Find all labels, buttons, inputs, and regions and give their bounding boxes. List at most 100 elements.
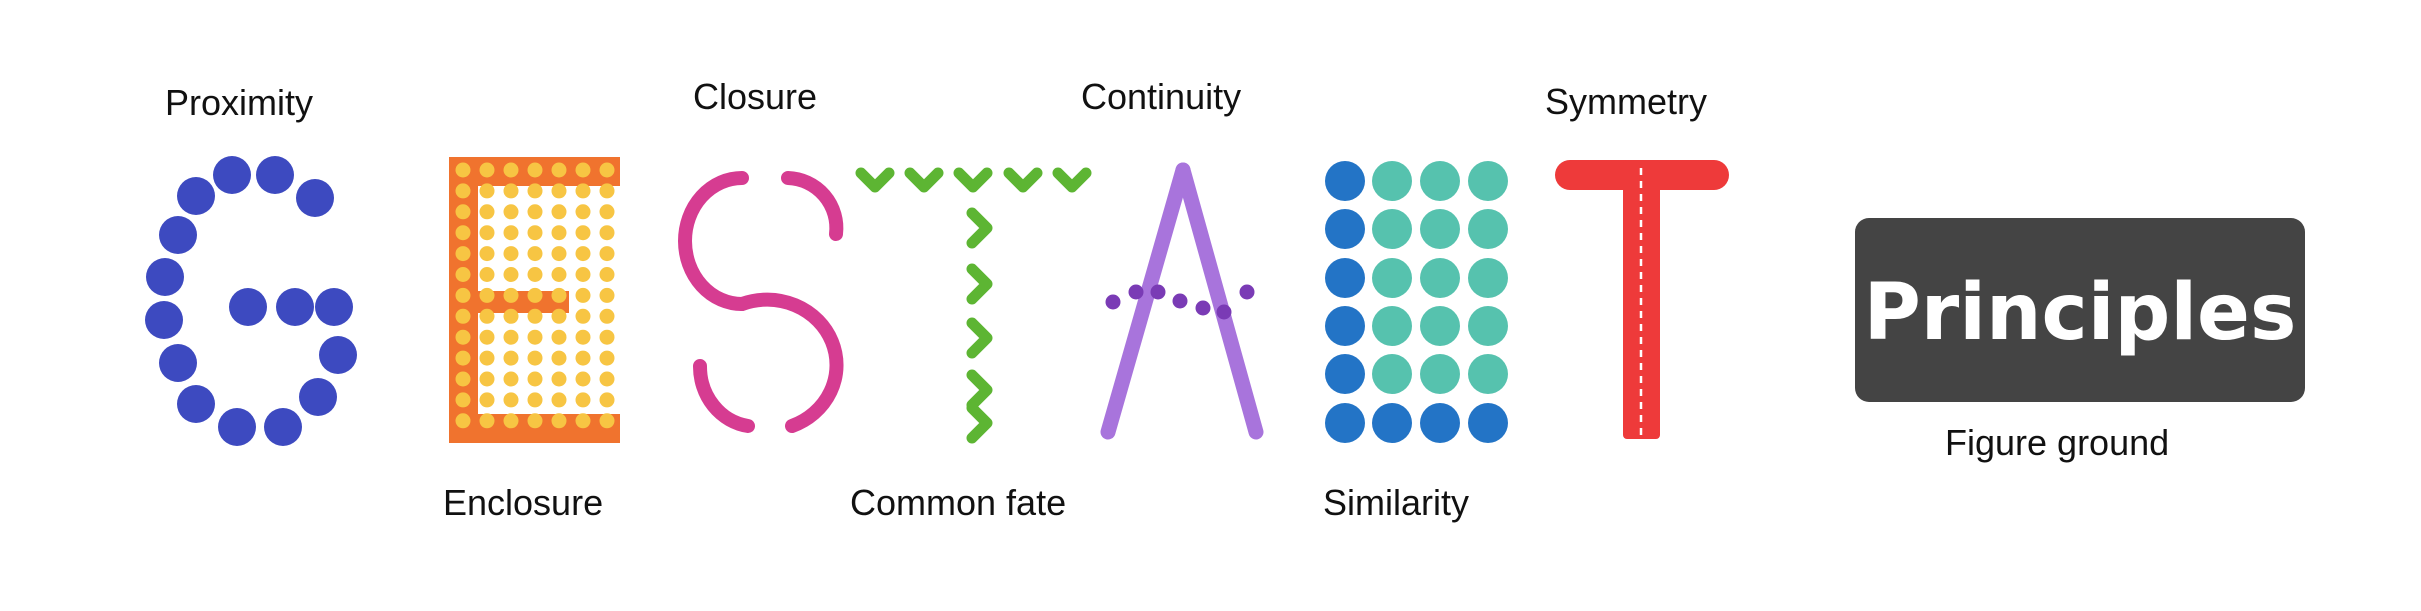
continuity-dot (1195, 300, 1211, 316)
similarity-dot-blue (1325, 258, 1365, 298)
enclosure-dot (551, 162, 567, 178)
enclosure-dot (575, 246, 591, 262)
enclosure-dot (575, 392, 591, 408)
enclosure-dot (575, 329, 591, 345)
similarity-dot-teal (1420, 161, 1460, 201)
enclosure-dot (455, 287, 471, 303)
common-fate-chevron-down (904, 167, 944, 193)
enclosure-dot (551, 183, 567, 199)
letter-s-closure (678, 171, 844, 433)
common-fate-chevron-right (966, 263, 993, 305)
enclosure-dot (455, 267, 471, 282)
letter-a-continuity (1100, 162, 1264, 440)
enclosure-dot (599, 371, 615, 387)
enclosure-dot (599, 225, 615, 241)
enclosure-dot (503, 329, 519, 345)
enclosure-dot (575, 371, 591, 387)
enclosure-dot (503, 204, 519, 220)
common-fate-chevron-down (1052, 167, 1092, 193)
similarity-dot-teal (1372, 306, 1412, 346)
similarity-dot-blue (1420, 403, 1460, 443)
continuity-dot (1128, 284, 1144, 300)
s-closure-bottom-left-arc (692, 359, 755, 433)
proximity-dot (145, 301, 183, 339)
s-closure-bottom-right-arc (735, 292, 844, 433)
enclosure-dot (575, 267, 591, 282)
enclosure-dot (503, 162, 519, 178)
enclosure-dot (503, 246, 519, 262)
a-left-stroke (1100, 162, 1191, 440)
label-common-fate: Common fate (850, 482, 1066, 523)
letter-e-enclosure (449, 157, 620, 443)
enclosure-dot (575, 413, 591, 429)
s-closure-top-left-arc (678, 171, 749, 311)
label-proximity: Proximity (165, 82, 313, 123)
enclosure-dot (575, 183, 591, 199)
enclosure-dot (599, 267, 615, 282)
s-closure-top-right-arc (781, 171, 844, 241)
similarity-dot-blue (1325, 161, 1365, 201)
similarity-dot-blue (1468, 403, 1508, 443)
common-fate-chevron-right (966, 317, 993, 359)
enclosure-dot (575, 287, 591, 303)
enclosure-dot (575, 350, 591, 366)
enclosure-dot (527, 246, 543, 262)
enclosure-dot (503, 413, 519, 429)
enclosure-dot (551, 371, 567, 387)
enclosure-dot (503, 350, 519, 366)
enclosure-dot (527, 183, 543, 199)
similarity-dot-teal (1468, 209, 1508, 249)
enclosure-dot (479, 183, 495, 199)
enclosure-dot (479, 413, 495, 429)
similarity-dot-teal (1420, 258, 1460, 298)
proximity-dot (159, 344, 197, 382)
enclosure-dot (527, 308, 543, 324)
enclosure-dot (599, 204, 615, 220)
proximity-dot (177, 177, 215, 215)
enclosure-dot (455, 392, 471, 408)
similarity-dot-blue (1325, 403, 1365, 443)
similarity-dot-teal (1468, 354, 1508, 394)
enclosure-dot (599, 413, 615, 429)
enclosure-dot (455, 225, 471, 241)
proximity-dot (229, 288, 267, 326)
continuity-dot (1150, 284, 1166, 300)
enclosure-dot (455, 308, 471, 324)
proximity-dot (213, 156, 251, 194)
enclosure-dot (599, 183, 615, 199)
enclosure-dot (599, 392, 615, 408)
enclosure-dot (599, 246, 615, 262)
enclosure-dot (575, 308, 591, 324)
label-enclosure: Enclosure (443, 482, 603, 523)
proximity-dot (256, 156, 294, 194)
enclosure-dot (551, 329, 567, 345)
proximity-dot (315, 288, 353, 326)
letter-i-similarity (1325, 161, 1508, 443)
label-symmetry: Symmetry (1545, 81, 1707, 122)
label-figure-ground: Figure ground (1945, 422, 2169, 463)
enclosure-dot (455, 246, 471, 262)
proximity-dot (319, 336, 357, 374)
enclosure-dot (479, 350, 495, 366)
enclosure-dot (527, 329, 543, 345)
letter-g-proximity (145, 156, 357, 446)
enclosure-dot (503, 287, 519, 303)
enclosure-dot (455, 204, 471, 220)
enclosure-dot (599, 162, 615, 178)
enclosure-dot (479, 162, 495, 178)
enclosure-dot (479, 204, 495, 220)
a-right-stroke (1175, 162, 1264, 440)
continuity-dot (1239, 284, 1255, 300)
enclosure-dot (479, 371, 495, 387)
common-fate-chevron-right (966, 369, 993, 411)
enclosure-dot (527, 371, 543, 387)
enclosure-dot (455, 371, 471, 387)
similarity-dot-teal (1420, 354, 1460, 394)
enclosure-dot (479, 392, 495, 408)
letter-t-common-fate (855, 167, 1092, 444)
principles-box: Principles (1855, 218, 2305, 402)
enclosure-dot (527, 225, 543, 241)
proximity-dot (276, 288, 314, 326)
enclosure-dot (527, 287, 543, 303)
enclosure-dot (551, 225, 567, 241)
